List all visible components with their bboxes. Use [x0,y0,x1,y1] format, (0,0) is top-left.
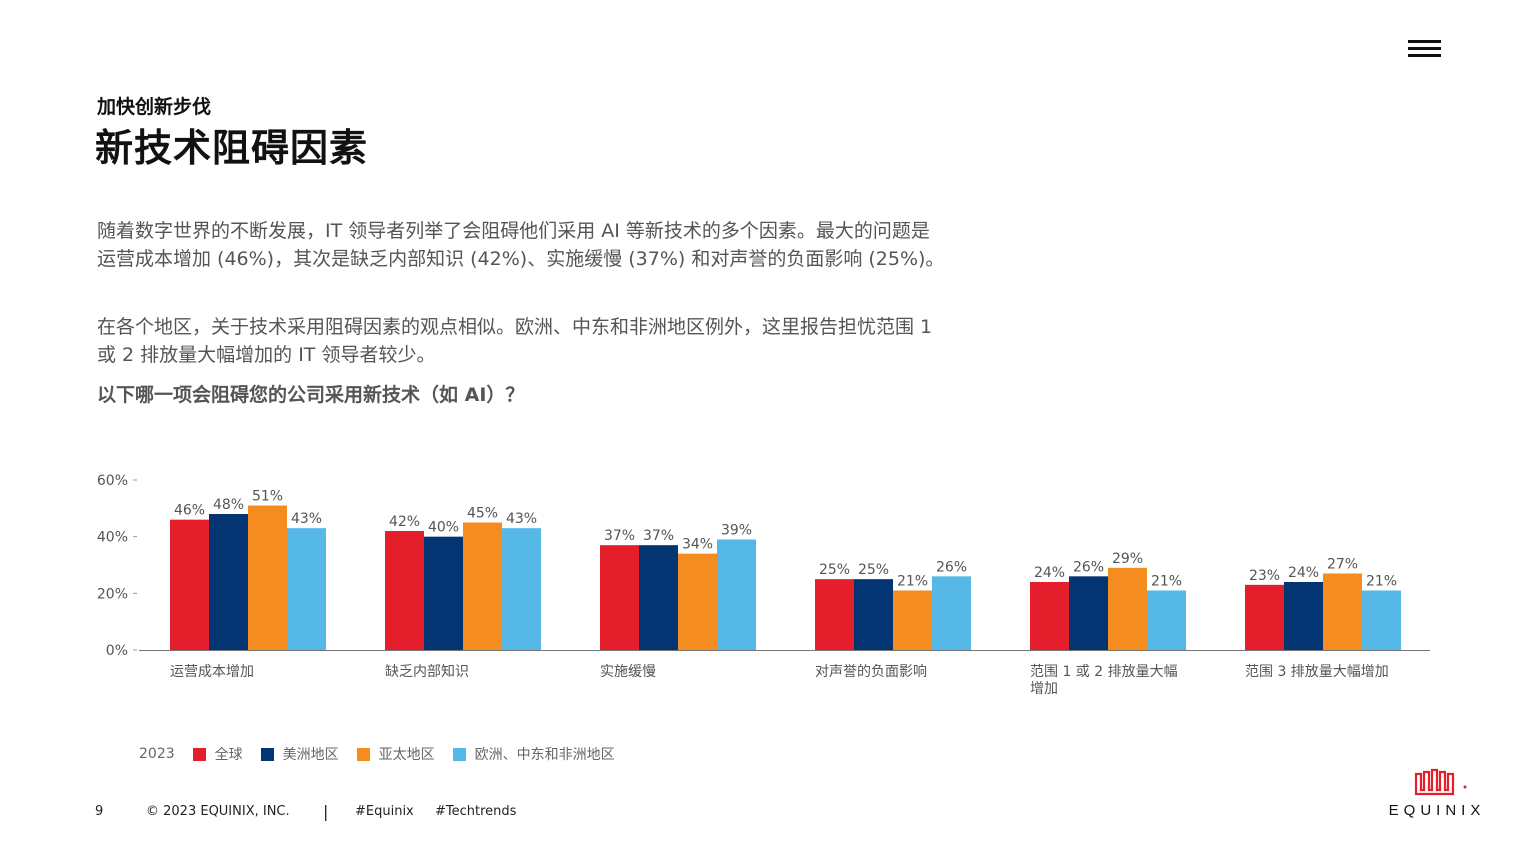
bar [1362,590,1401,650]
legend-swatch [356,747,370,761]
data-label: 43% [506,511,537,527]
data-label: 25% [819,562,850,578]
bar [600,545,639,650]
legend-item-global: 全球 [192,744,243,764]
copyright: © 2023 EQUINIX, INC. [146,804,290,819]
menu-line [1408,54,1441,57]
x-tick-label: 运营成本增加 [170,664,254,680]
menu-line [1408,40,1441,43]
page-title: 新技术阻碍因素 [95,126,369,170]
bar [1284,582,1323,650]
data-label: 26% [1073,559,1104,575]
legend-swatch [260,747,274,761]
data-label: 45% [467,506,498,522]
bar-chart: 0% 20% 40% 60% 46% 48% 51% 43% 运营成本增加 42% 40% 45% 43… [97,473,1430,697]
legend-label: 欧洲、中东和非洲地区 [474,747,615,763]
y-tick-label: 60% [97,473,128,489]
hashtag-equinix[interactable]: #Equinix [355,804,414,819]
equinix-wordmark: EQUINIX [1388,802,1486,819]
bar [932,576,971,650]
bar [248,505,287,650]
legend-item-apac: 亚太地区 [356,744,435,764]
data-label: 27% [1327,557,1358,573]
legend-item-americas: 美洲地区 [260,744,339,764]
bar [1108,567,1147,650]
x-tick-label: 范围 1 或 2 排放量大幅 [1030,663,1178,680]
bar [1030,582,1069,650]
intro-paragraph: 随着数字世界的不断发展，IT 领导者列举了会阻碍他们采用 AI 等新技术的多个因… [97,220,945,270]
legend-label: 美洲地区 [282,747,339,763]
bar [385,531,424,650]
bar [815,579,854,650]
bar [287,528,326,650]
y-tick-label: 40% [97,530,128,546]
data-label: 21% [1366,574,1397,590]
y-tick-label: 0% [106,643,128,659]
bar [678,553,717,650]
x-tick-label: 增加 [1030,681,1058,697]
data-label: 39% [721,523,752,539]
bar [854,579,893,650]
bar [1323,573,1362,650]
equinix-logo: EQUINIX [1382,766,1492,826]
data-label: 34% [682,537,713,553]
data-label: 24% [1034,565,1065,581]
bar [424,536,463,650]
data-label: 37% [604,528,635,544]
data-label: 21% [1151,574,1182,590]
menu-line [1408,47,1441,50]
hashtag-techtrends[interactable]: #Techtrends [435,804,517,819]
data-label: 48% [213,497,244,513]
data-label: 25% [858,562,889,578]
data-label: 26% [936,559,967,575]
bar [170,519,209,650]
footer-divider: | [323,802,329,821]
data-label: 42% [389,514,420,530]
x-tick-label: 对声誉的负面影响 [815,664,927,680]
data-label: 29% [1112,551,1143,567]
page-number: 9 [95,804,104,819]
bar [209,514,248,650]
chart-legend: 2023 全球 美洲地区 亚太地区 欧洲、中东和非洲地区 [139,744,633,764]
data-label: 24% [1288,565,1319,581]
hamburger-menu-icon[interactable] [1408,40,1441,58]
data-label: 43% [291,511,322,527]
x-tick-label: 范围 3 排放量大幅增加 [1245,663,1389,680]
data-label: 37% [643,528,674,544]
bar [639,545,678,650]
section-eyebrow: 加快创新步伐 [97,96,212,118]
data-label: 21% [897,574,928,590]
legend-label: 全球 [214,747,243,763]
bar [1245,584,1284,650]
bar [1147,590,1186,650]
regional-paragraph: 在各个地区，关于技术采用阻碍因素的观点相似。欧洲、中东和非洲地区例外，这里报告担… [97,316,933,366]
bar [463,522,502,650]
bar [893,590,932,650]
x-tick-label: 实施缓慢 [600,663,656,680]
x-tick-label: 缺乏内部知识 [385,663,469,680]
data-label: 40% [428,520,459,536]
data-label: 46% [174,503,205,519]
legend-swatch [192,747,206,761]
data-label: 51% [252,489,283,505]
equinix-logo-mark [1414,768,1467,796]
data-label: 23% [1249,568,1280,584]
bar [1069,576,1108,650]
bar [717,539,756,650]
survey-question: 以下哪一项会阻碍您的公司采用新技术（如 AI）？ [97,384,525,406]
legend-year: 2023 [139,746,175,762]
legend-swatch [452,747,466,761]
bar [502,528,541,650]
y-tick-label: 20% [97,586,128,602]
legend-label: 亚太地区 [378,747,435,763]
legend-item-emea: 欧洲、中东和非洲地区 [452,744,615,764]
